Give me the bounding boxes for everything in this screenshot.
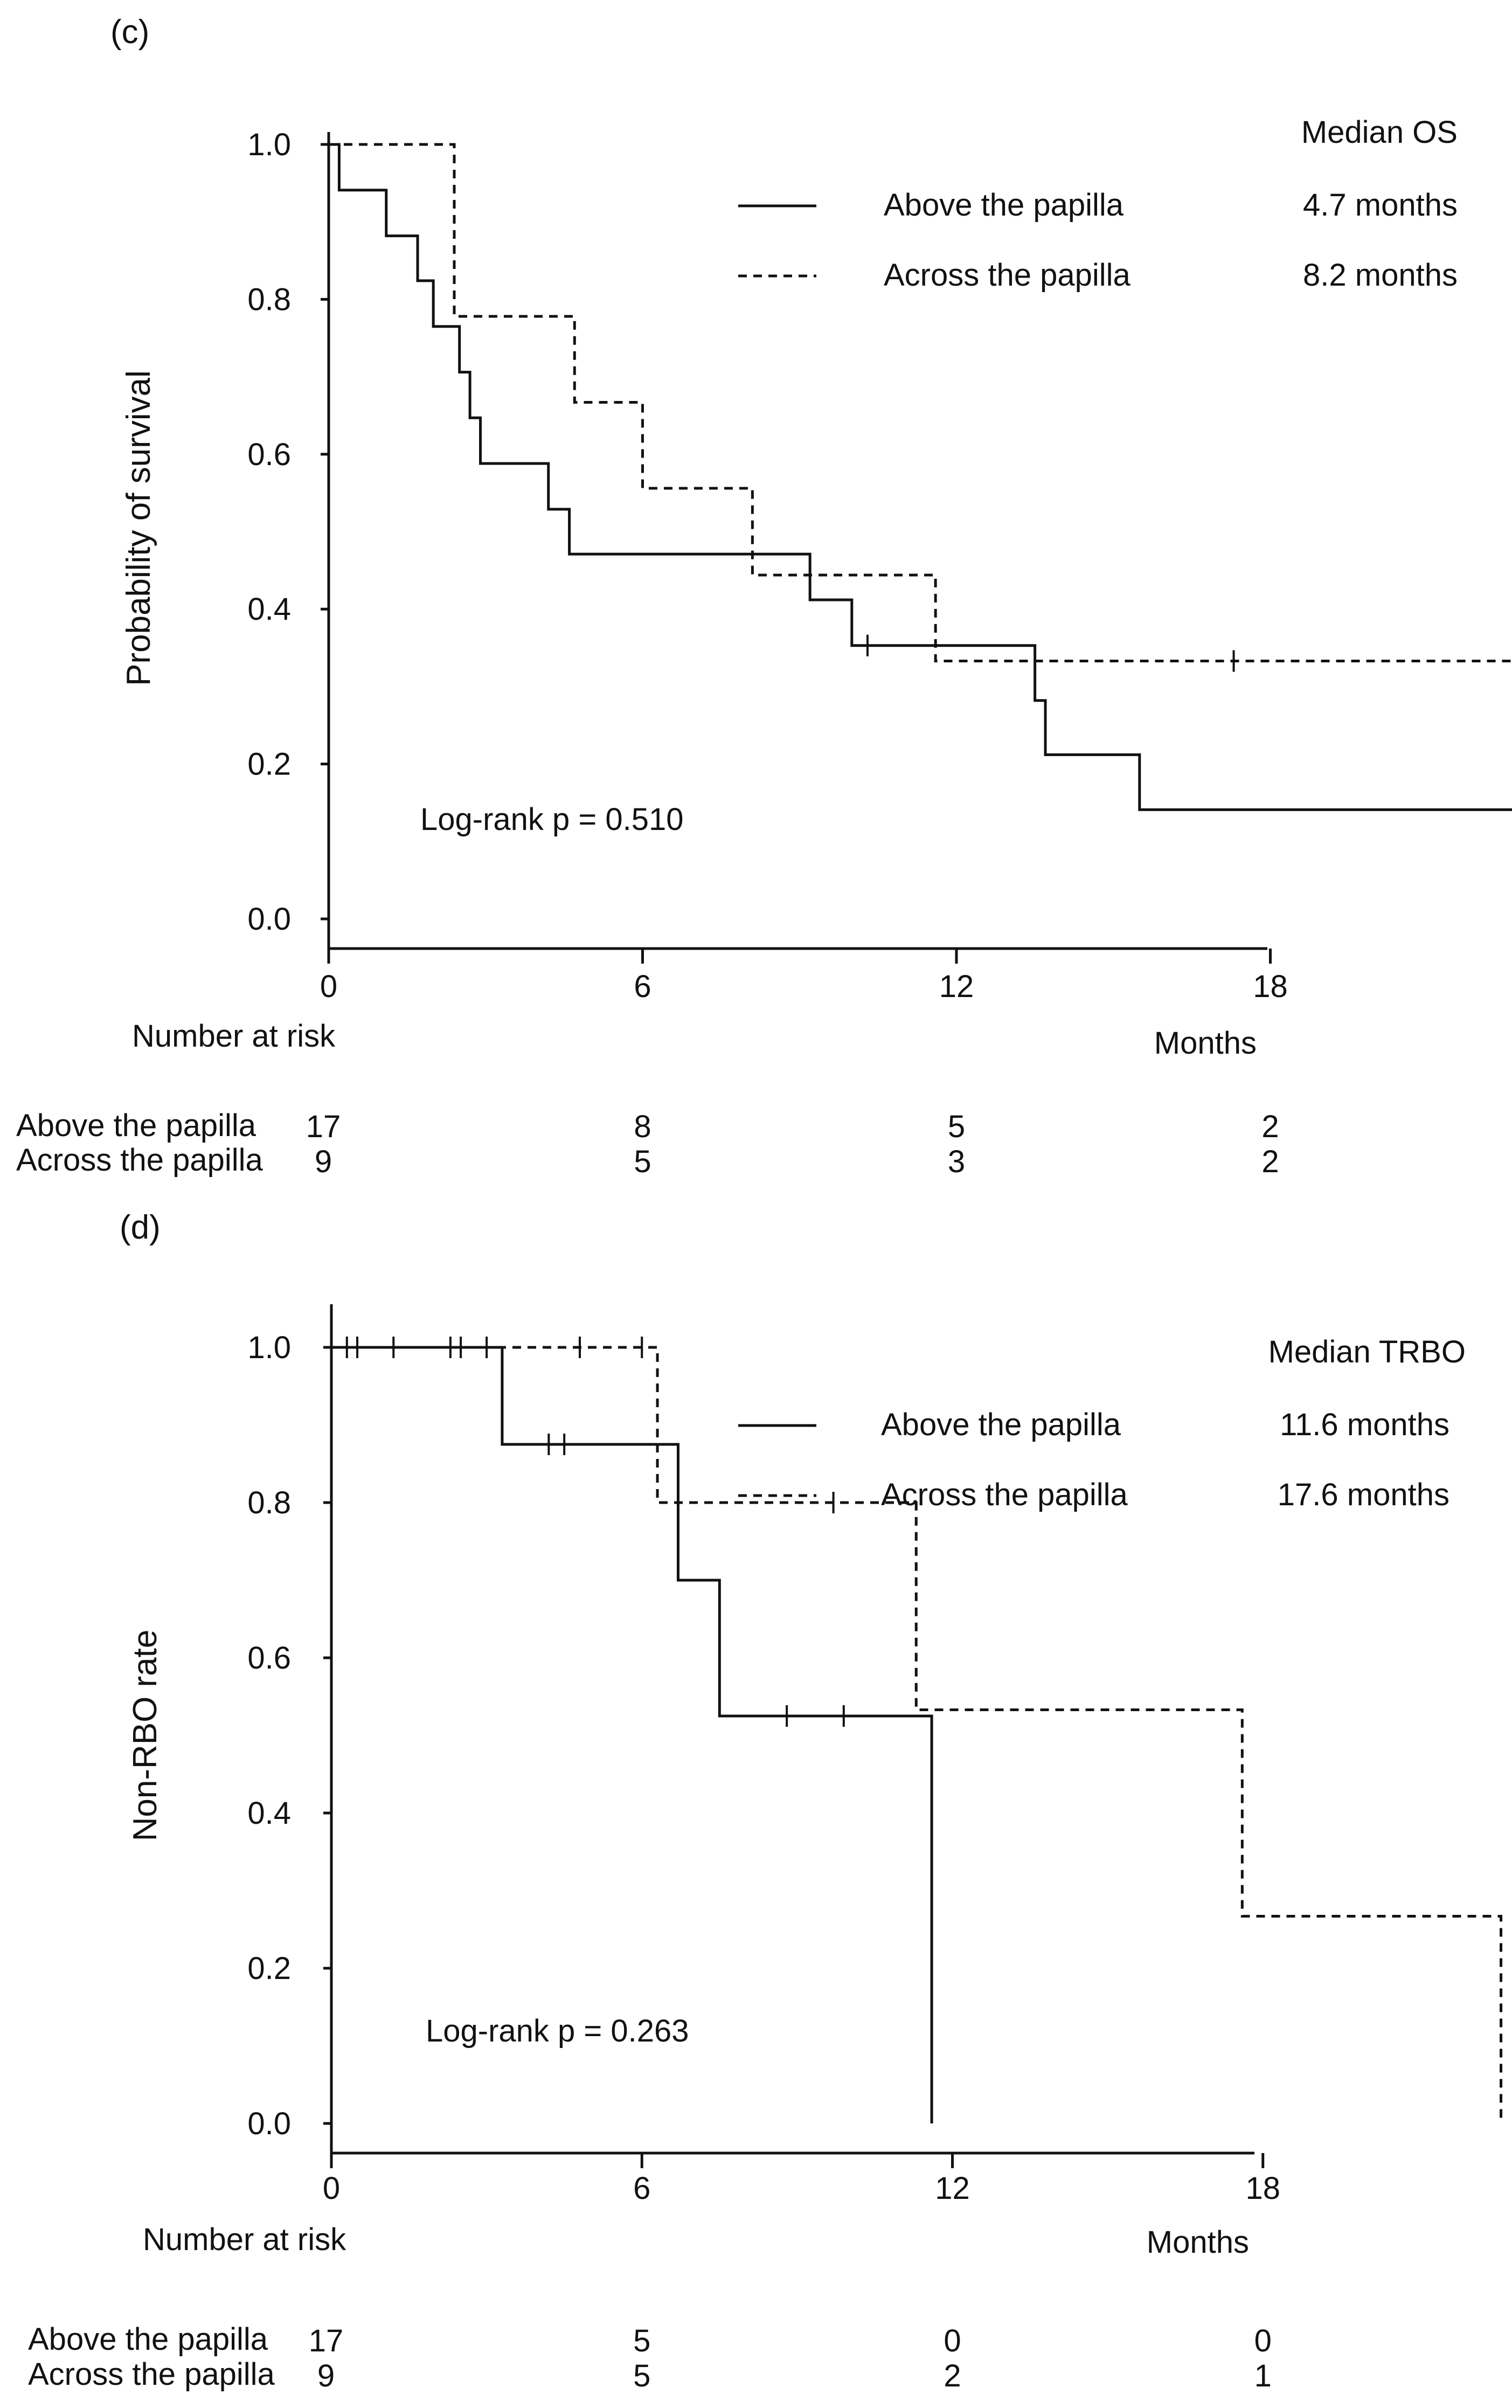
risk-value: 17 [309,2323,344,2358]
panel-label-d: (d) [120,1209,161,1246]
x-tick-label: 0 [323,2171,340,2206]
x-tick-label: 12 [935,2171,970,2206]
y-ticks-d: 0.0 0.2 0.4 0.6 0.8 1.0 [247,1330,331,2141]
y-tick-label: 0.8 [247,1485,291,1520]
legend-label-across-c: Across the papilla [884,258,1131,293]
x-tick-label: 6 [634,969,651,1004]
y-tick-label: 1.0 [247,127,291,162]
risk-value: 8 [634,1109,651,1144]
y-tick-label: 0.2 [247,1951,291,1986]
x-ticks-c: 06121824 [320,949,1288,1004]
risk-table-title-c: Number at risk [132,1019,336,1054]
risk-values-d: 17500095210 [309,2323,1272,2393]
y-tick-label: 0.6 [247,1641,291,1676]
risk-value: 1 [1254,2358,1272,2393]
risk-value: 2 [1261,1144,1279,1179]
risk-value: 5 [633,2323,650,2358]
y-tick-label: 0.0 [247,902,291,937]
risk-table-title-d: Number at risk [143,2222,346,2257]
y-tick-label: 0.8 [247,282,291,317]
logrank-annotation-d: Log-rank p = 0.263 [426,2013,689,2049]
series-layer-d [331,1337,1503,2123]
y-tick-label: 0.6 [247,437,291,472]
risk-value: 5 [948,1109,965,1144]
series-line-across [331,1346,1503,2123]
legend-median-across-d: 17.6 months [1278,1477,1449,1512]
panel-d: (d) 0.00.20.40.60.81.0 06121824 Non-RBO … [28,1209,1503,2393]
legend-label-above-d: Above the papilla [881,1407,1121,1442]
series-layer-c [329,143,1512,811]
risk-row-label-above-c: Above the papilla [16,1108,256,1143]
risk-value: 2 [1261,1109,1279,1144]
risk-values-c: 17852295322 [306,1109,1279,1179]
x-tick-label: 18 [1253,969,1288,1004]
risk-value: 9 [315,1144,332,1179]
y-axis-label-d: Non-RBO rate [127,1630,164,1842]
x-tick-label: 18 [1245,2171,1280,2206]
risk-row-label-across-d: Across the papilla [28,2357,275,2392]
legend-header-c: Median OS [1301,115,1458,150]
panel-c: (c) 0.00.20.40.60.81.0 06121824 Probabil… [16,13,1512,1179]
x-ticks-d: 06121824 [323,2153,1280,2206]
x-axis-label-d: Months [1147,2225,1249,2260]
risk-value: 17 [306,1109,341,1144]
legend-median-across-c: 8.2 months [1303,258,1458,293]
risk-row-label-across-c: Across the papilla [16,1143,263,1178]
legend-header-d: Median TRBO [1268,1334,1466,1369]
y-tick-label: 0.0 [247,2106,291,2141]
series-line-above [329,143,1512,811]
risk-value: 0 [1254,2323,1272,2358]
legend-median-above-d: 11.6 months [1280,1407,1449,1442]
x-tick-label: 6 [633,2171,650,2206]
legend-label-across-d: Across the papilla [881,1477,1128,1512]
x-tick-label: 12 [939,969,974,1004]
risk-value: 9 [317,2358,335,2393]
y-tick-label: 0.2 [247,747,291,782]
x-axis-label-c: Months [1154,1026,1257,1061]
risk-value: 5 [633,2358,650,2393]
y-tick-label: 0.4 [247,592,291,627]
legend-median-above-c: 4.7 months [1303,188,1458,223]
logrank-annotation-c: Log-rank p = 0.510 [420,802,684,837]
y-axis-label-c: Probability of survival [120,370,157,686]
risk-value: 0 [944,2323,961,2358]
x-tick-label: 0 [320,969,337,1004]
risk-value: 3 [948,1144,965,1179]
panel-label-c: (c) [110,13,149,51]
series-line-above [331,1346,933,2123]
legend-label-above-c: Above the papilla [884,188,1124,223]
risk-value: 5 [634,1144,651,1179]
risk-value: 2 [944,2358,961,2393]
y-tick-label: 0.4 [247,1796,291,1831]
y-ticks-c: 0.0 0.2 0.4 0.6 0.8 1.0 [247,127,329,937]
risk-row-label-above-d: Above the papilla [28,2322,268,2357]
y-tick-label: 1.0 [247,1330,291,1365]
